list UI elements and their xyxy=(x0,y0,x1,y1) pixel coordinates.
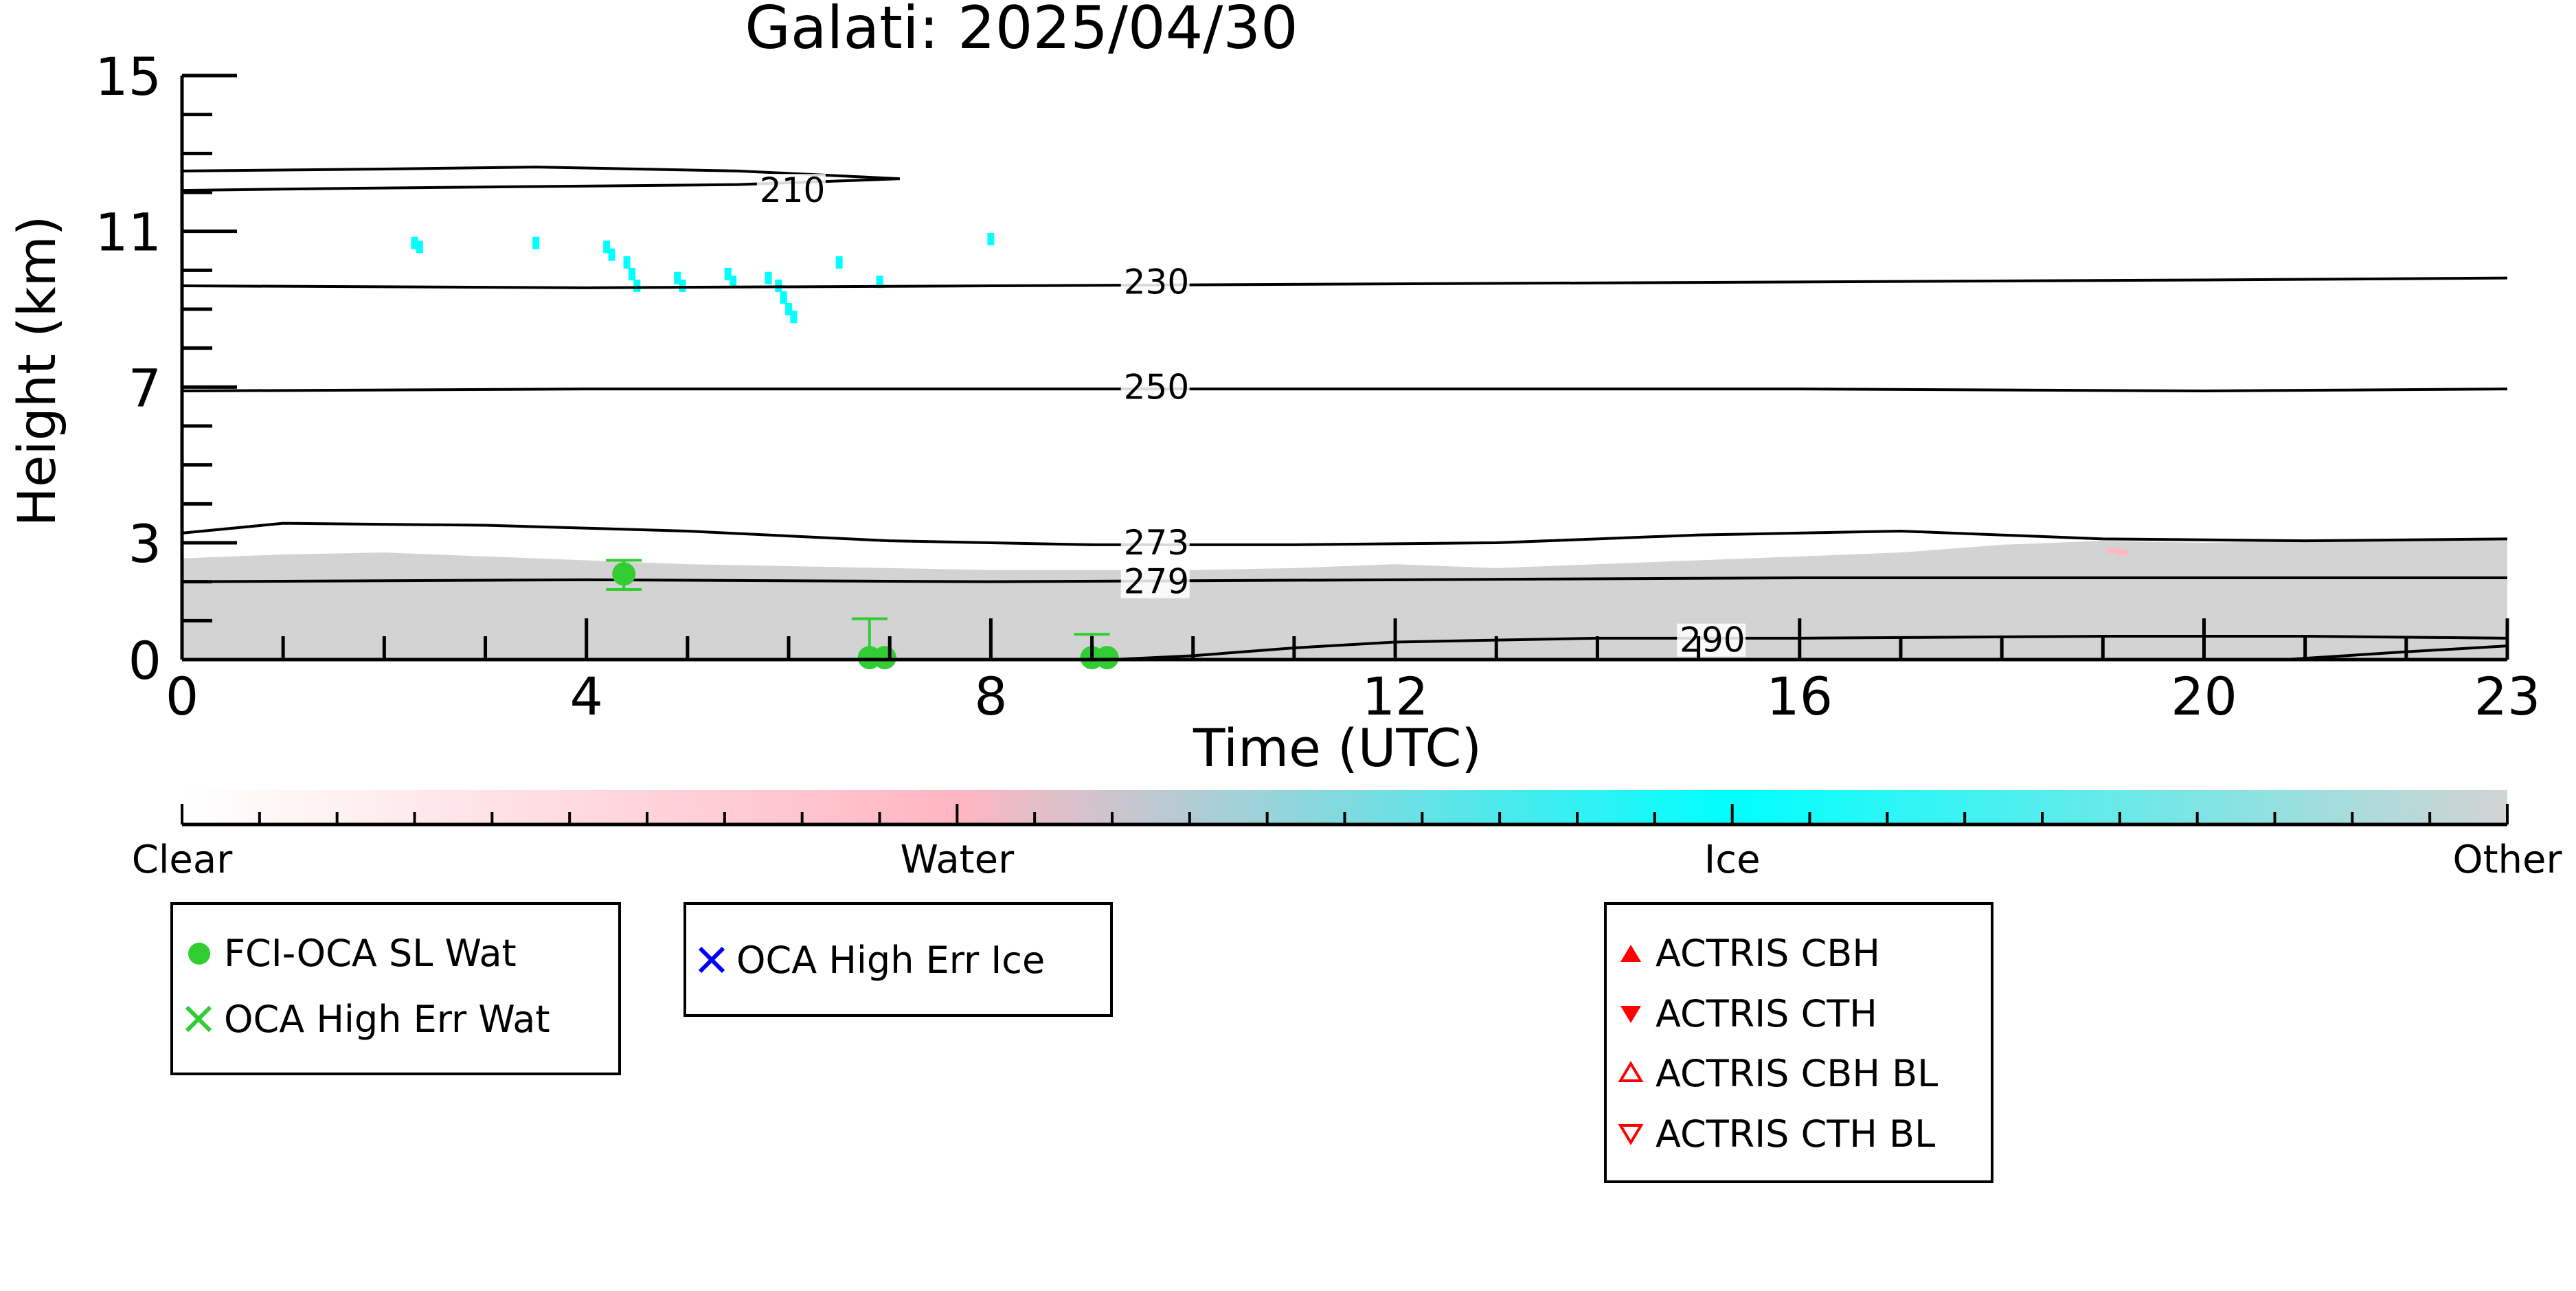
colorbar: Clear Water Ice Other xyxy=(132,790,2562,882)
colorbar-label: Other xyxy=(2452,838,2562,882)
legend-label-actris-cth-bl: ACTRIS CTH BL xyxy=(1656,1112,1935,1156)
legend-box-satellite-ice: OCA High Err Ice xyxy=(683,902,1113,1017)
contour-label: 279 xyxy=(1124,562,1189,602)
fci-oca-sl-wat-point xyxy=(872,646,896,670)
axes: 0 3 7 11 15 0 4 8 12 16 20 23 xyxy=(95,46,2540,727)
ice-class-pixel xyxy=(785,303,793,315)
x-tick-label: 8 xyxy=(974,666,1007,727)
y-tick-label: 11 xyxy=(95,202,161,263)
ice-class-pixel xyxy=(835,256,843,269)
legend-marker-oca-high-err-ice xyxy=(698,946,725,974)
contour-label: 210 xyxy=(760,170,825,210)
legend-label-oca-high-err-ice: OCA High Err Ice xyxy=(736,939,1045,982)
legend-box-actris: ACTRIS CBH ACTRIS CTH ACTRIS CBH BL ACTR… xyxy=(1604,902,1993,1183)
legend-marker-actris-cbh xyxy=(1620,945,1641,962)
ice-class-pixel xyxy=(603,240,611,254)
ice-class-pixel xyxy=(876,276,883,289)
legend-label-actris-cbh: ACTRIS CBH xyxy=(1656,932,1880,975)
water-class-pixel xyxy=(2117,550,2129,556)
ice-class-pixel xyxy=(724,268,732,280)
other-class-area xyxy=(182,539,2507,660)
ice-class-pixel xyxy=(411,236,418,249)
contour-label: 250 xyxy=(1124,367,1189,407)
legend-box-satellite-water: FCI-OCA SL Wat OCA High Err Wat xyxy=(170,902,621,1075)
ice-class-pixel xyxy=(628,268,635,280)
ice-class-pixel xyxy=(674,271,681,284)
temperature-contour xyxy=(181,166,901,192)
x-tick-label: 23 xyxy=(2474,666,2541,727)
contour-label-background xyxy=(1120,565,1190,598)
legend-label-fci-oca-sl-wat: FCI-OCA SL Wat xyxy=(224,932,517,975)
x-tick-label: 16 xyxy=(1766,666,1833,727)
fci-oca-sl-wat-point xyxy=(612,562,636,586)
ice-class-pixel xyxy=(679,280,686,292)
water-class-pixel xyxy=(2108,548,2119,554)
ice-class-pixel xyxy=(790,311,798,324)
legend-marker-actris-cth-bl xyxy=(1618,1124,1644,1145)
ice-class-pixel xyxy=(623,256,631,269)
y-tick-label: 15 xyxy=(95,46,161,107)
ice-class-pixel xyxy=(532,236,540,249)
colorbar-label: Clear xyxy=(132,838,233,882)
colorbar-label: Ice xyxy=(1704,838,1761,882)
contour-label-background xyxy=(1120,370,1190,404)
fci-oca-sl-wat-point xyxy=(1095,646,1119,670)
x-tick-label: 20 xyxy=(2171,666,2237,727)
x-tick-label: 12 xyxy=(1362,666,1429,727)
legend-marker-actris-cth xyxy=(1620,1006,1641,1023)
y-tick-label: 7 xyxy=(128,357,161,418)
legend-label-oca-high-err-wat: OCA High Err Wat xyxy=(224,998,550,1041)
ice-class-pixel xyxy=(765,271,772,284)
contour-label: 273 xyxy=(1124,523,1189,563)
chart-title: Galati: 2025/04/30 xyxy=(745,0,1298,63)
contour-label: 290 xyxy=(1680,620,1745,660)
x-axis-label: Time (UTC) xyxy=(1193,717,1482,778)
legend-marker-actris-cbh-bl xyxy=(1618,1061,1644,1082)
x-tick-label: 0 xyxy=(166,666,199,727)
ice-class-pixel xyxy=(416,240,423,254)
contour-label-background xyxy=(1120,526,1190,559)
ice-class-pixel xyxy=(633,280,641,292)
temperature-contour xyxy=(181,576,2507,583)
legend-label-actris-cth: ACTRIS CTH xyxy=(1656,992,1877,1035)
ice-class-pixel xyxy=(608,248,615,261)
x-tick-label: 4 xyxy=(570,666,603,727)
legend-marker-oca-high-err-wat xyxy=(185,1005,212,1033)
contour-label-background xyxy=(1677,623,1746,657)
colorbar-label: Water xyxy=(901,838,1015,882)
y-tick-label: 3 xyxy=(128,513,161,574)
temperature-contour xyxy=(181,521,2508,546)
ice-class-pixel xyxy=(987,233,995,245)
contour-label-background xyxy=(756,174,826,207)
y-tick-label: 0 xyxy=(128,630,161,691)
y-axis-label: Height (km) xyxy=(6,216,67,527)
ice-class-pixel xyxy=(780,291,787,304)
ice-class-pixel xyxy=(730,276,737,289)
temperature-contour xyxy=(181,276,2508,289)
legend-label-actris-cbh-bl: ACTRIS CBH BL xyxy=(1656,1052,1938,1095)
contour-label: 230 xyxy=(1124,262,1189,302)
temperature-contour xyxy=(181,388,2508,393)
legend-marker-fci-oca-sl-wat xyxy=(188,943,210,965)
contour-label-background xyxy=(1120,265,1190,299)
